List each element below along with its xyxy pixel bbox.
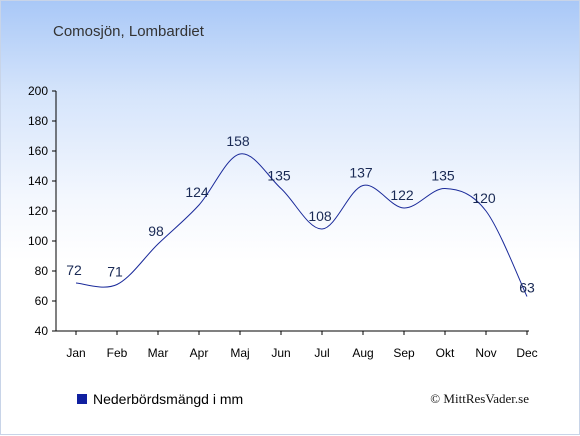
legend: Nederbördsmängd i mm [77,391,243,407]
x-tick-label: Apr [190,346,209,360]
data-label: 122 [390,187,414,203]
x-tick-label: Okt [436,346,455,360]
y-ticks: 40 60 80 100 120 140 160 180 200 [28,84,56,338]
x-tick-label: Sep [393,346,415,360]
y-tick-label: 80 [35,264,49,278]
y-tick-label: 140 [28,174,48,188]
series-line [75,153,528,297]
data-label: 98 [148,223,164,239]
x-tick-label: Jun [271,346,290,360]
legend-swatch [77,394,87,404]
data-labels: 72 71 98 124 158 135 108 137 122 135 120 63 [66,133,535,296]
x-tick-label: Dec [516,346,537,360]
y-tick-label: 60 [35,294,49,308]
chart-title: Comosjön, Lombardiet [53,23,204,40]
data-label: 137 [349,165,373,181]
x-tick-label: Maj [230,346,249,360]
y-tick-label: 200 [28,84,48,98]
data-label: 72 [66,262,82,278]
y-tick-label: 180 [28,114,48,128]
x-tick-label: Aug [352,346,373,360]
legend-label: Nederbördsmängd i mm [93,391,244,407]
data-label: 158 [226,133,250,149]
y-tick-label: 160 [28,144,48,158]
x-tick-label: Nov [475,346,496,360]
y-tick-label: 100 [28,234,48,248]
data-label: 63 [519,280,535,296]
data-label: 108 [308,208,332,224]
data-label: 135 [267,168,291,184]
x-tick-label: Jan [66,346,85,360]
y-tick-label: 40 [35,324,49,338]
data-label: 120 [472,190,496,206]
x-ticks: Jan Feb Mar Apr Maj Jun Jul Aug Sep Okt Nov Dec [66,331,538,360]
credit-text: © MittResVader.se [430,391,529,406]
data-label: 71 [107,264,123,280]
data-label: 135 [431,168,455,184]
x-tick-label: Mar [148,346,169,360]
x-tick-label: Feb [107,346,128,360]
data-label: 124 [185,184,209,200]
y-tick-label: 120 [28,204,48,218]
x-tick-label: Jul [314,346,329,360]
